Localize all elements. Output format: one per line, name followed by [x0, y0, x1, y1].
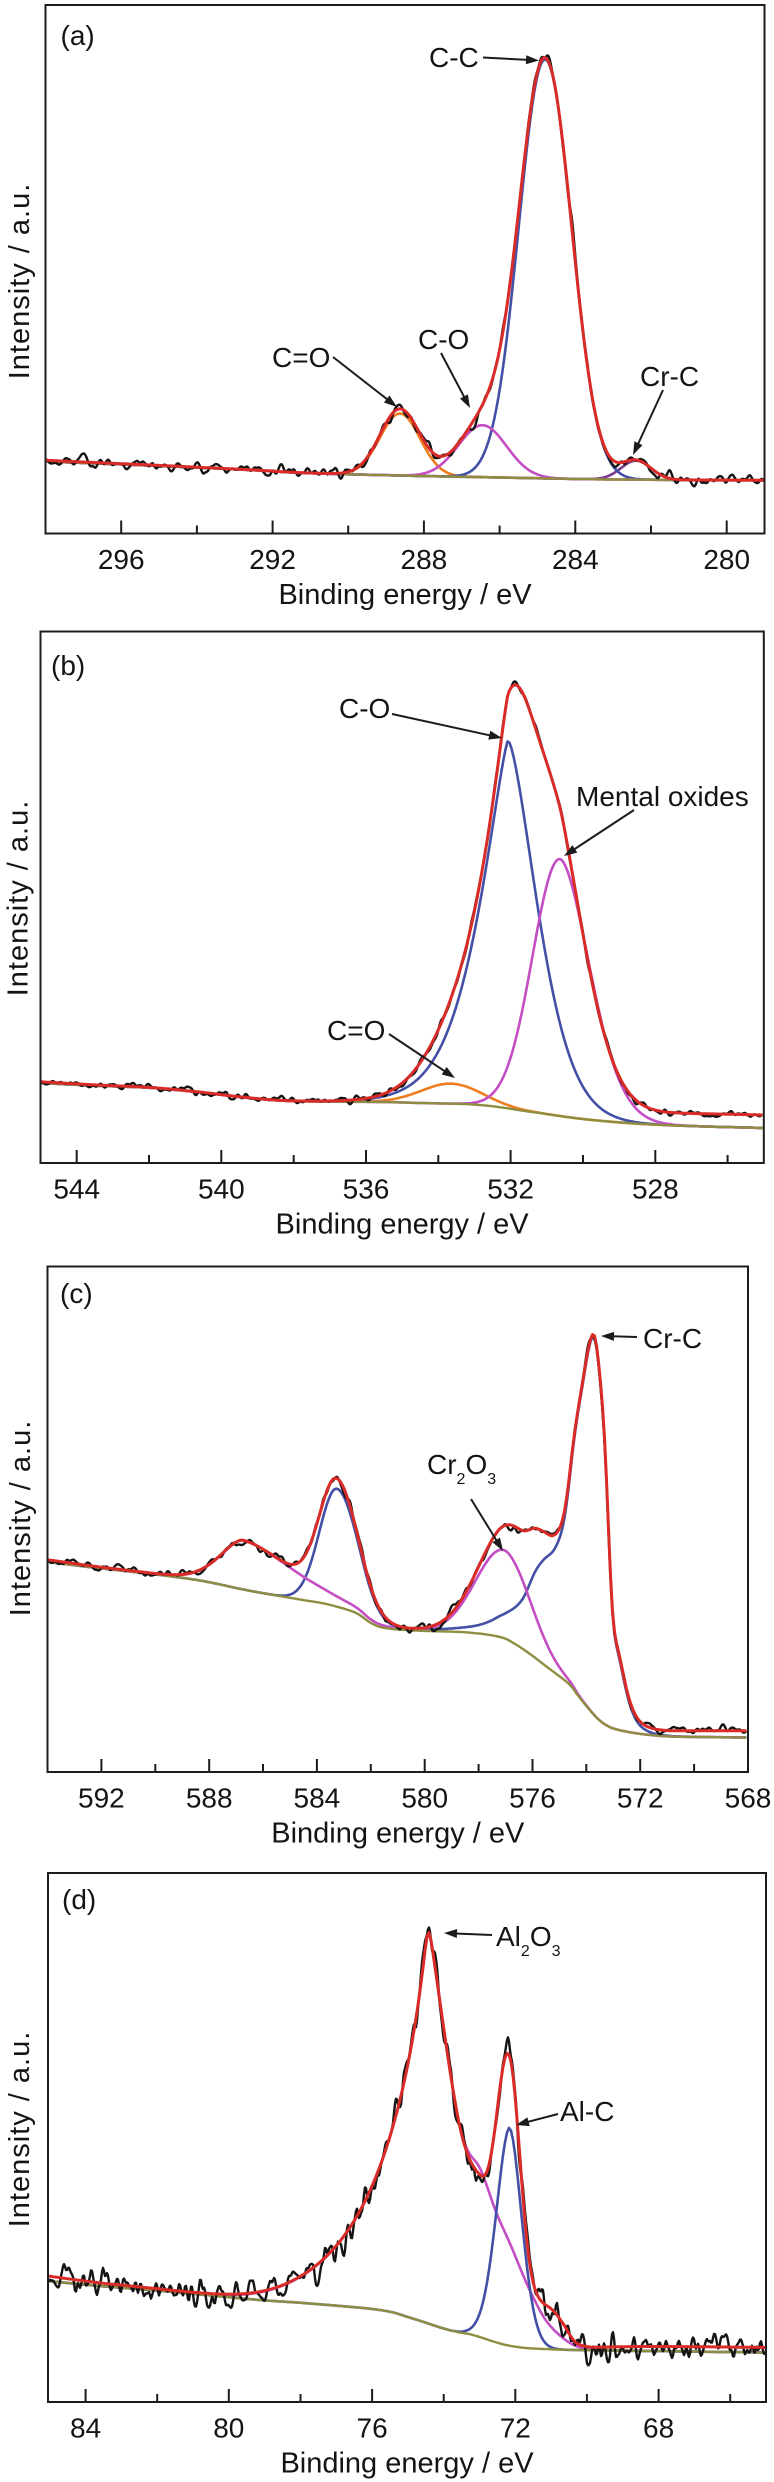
- svg-text:76: 76: [357, 2413, 388, 2444]
- svg-text:592: 592: [78, 1783, 125, 1814]
- svg-text:C-O: C-O: [339, 693, 390, 724]
- svg-text:Binding energy / eV: Binding energy / eV: [280, 2448, 534, 2480]
- svg-text:280: 280: [703, 544, 750, 575]
- svg-text:Intensity / a.u.: Intensity / a.u.: [4, 183, 36, 380]
- svg-text:Binding energy / eV: Binding energy / eV: [276, 1209, 530, 1241]
- svg-text:296: 296: [98, 544, 145, 575]
- svg-text:Intensity / a.u.: Intensity / a.u.: [4, 2031, 36, 2228]
- svg-text:Binding energy / eV: Binding energy / eV: [271, 1818, 525, 1850]
- svg-text:84: 84: [70, 2413, 101, 2444]
- svg-text:Intensity / a.u.: Intensity / a.u.: [5, 1420, 37, 1617]
- svg-text:288: 288: [401, 544, 448, 575]
- svg-text:Mental oxides: Mental oxides: [576, 781, 749, 812]
- svg-text:C=O: C=O: [327, 1015, 385, 1046]
- svg-text:Cr-C: Cr-C: [640, 361, 699, 392]
- svg-text:532: 532: [487, 1174, 534, 1205]
- svg-text:Intensity / a.u.: Intensity / a.u.: [3, 800, 35, 997]
- svg-text:Cr-C: Cr-C: [643, 1323, 702, 1354]
- svg-text:292: 292: [249, 544, 296, 575]
- svg-text:Binding energy / eV: Binding energy / eV: [278, 579, 532, 611]
- svg-text:Al2O3: Al2O3: [496, 1921, 561, 1960]
- svg-text:(b): (b): [51, 650, 85, 681]
- svg-text:544: 544: [53, 1174, 100, 1205]
- svg-text:(c): (c): [60, 1278, 93, 1309]
- svg-text:80: 80: [213, 2413, 244, 2444]
- svg-text:528: 528: [632, 1174, 679, 1205]
- svg-text:C=O: C=O: [272, 342, 330, 373]
- svg-text:C-C: C-C: [429, 42, 479, 73]
- svg-text:580: 580: [401, 1783, 448, 1814]
- svg-text:568: 568: [725, 1783, 772, 1814]
- svg-text:572: 572: [617, 1783, 664, 1814]
- svg-text:536: 536: [343, 1174, 390, 1205]
- svg-text:68: 68: [643, 2413, 674, 2444]
- svg-text:(a): (a): [61, 20, 95, 51]
- svg-text:576: 576: [509, 1783, 556, 1814]
- svg-text:584: 584: [294, 1783, 341, 1814]
- svg-text:284: 284: [552, 544, 599, 575]
- svg-text:(d): (d): [62, 1884, 96, 1915]
- svg-text:588: 588: [186, 1783, 233, 1814]
- svg-text:72: 72: [500, 2413, 531, 2444]
- svg-text:540: 540: [198, 1174, 245, 1205]
- svg-text:C-O: C-O: [418, 324, 469, 355]
- svg-text:Al-C: Al-C: [560, 2096, 614, 2127]
